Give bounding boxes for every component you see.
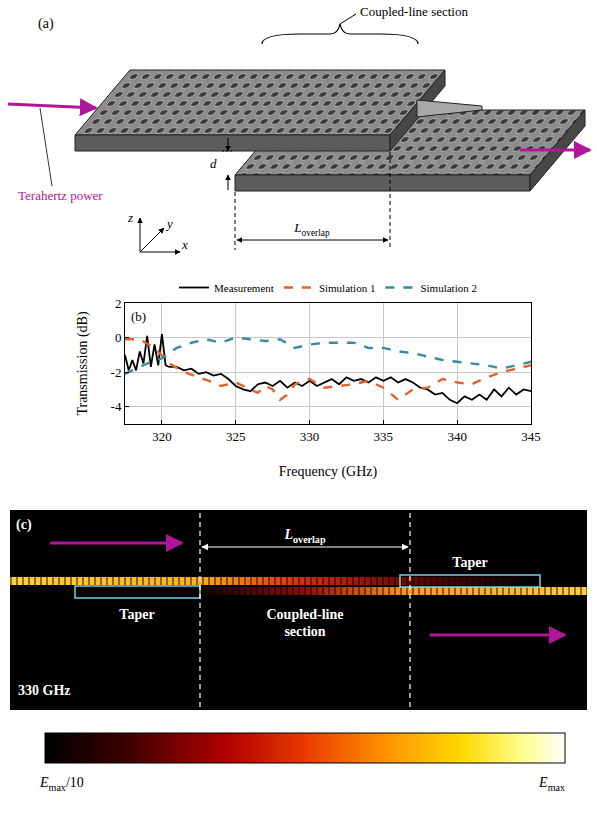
svg-text:Transmission (dB): Transmission (dB) — [75, 311, 91, 415]
svg-text:325: 325 — [226, 429, 246, 444]
svg-text:330 GHz: 330 GHz — [18, 683, 71, 698]
svg-text:Emax: Emax — [538, 775, 565, 793]
svg-text:Frequency (GHz): Frequency (GHz) — [279, 464, 378, 480]
svg-text:Simulation 2: Simulation 2 — [420, 282, 477, 294]
svg-text:320: 320 — [152, 429, 172, 444]
svg-text:Emax/10: Emax/10 — [39, 775, 84, 793]
svg-text:330: 330 — [300, 429, 320, 444]
svg-text:y: y — [165, 216, 173, 231]
svg-text:345: 345 — [521, 429, 541, 444]
svg-text:d: d — [210, 156, 217, 171]
svg-text:z: z — [127, 210, 133, 225]
svg-text:-4: -4 — [111, 399, 122, 414]
svg-text:Loverlap: Loverlap — [283, 527, 325, 545]
svg-text:335: 335 — [374, 429, 394, 444]
svg-text:340: 340 — [447, 429, 467, 444]
svg-text:(a): (a) — [38, 16, 54, 32]
svg-text:Taper: Taper — [452, 555, 487, 570]
svg-text:-2: -2 — [111, 365, 122, 380]
svg-text:Measurement: Measurement — [214, 282, 274, 294]
svg-text:Loverlap: Loverlap — [293, 220, 330, 238]
svg-text:Simulation 1: Simulation 1 — [319, 282, 376, 294]
svg-text:(b): (b) — [131, 309, 146, 324]
svg-text:2: 2 — [115, 296, 122, 311]
svg-text:Taper: Taper — [119, 607, 154, 622]
svg-text:x: x — [181, 237, 188, 252]
svg-text:(c): (c) — [16, 517, 32, 533]
svg-text:0: 0 — [115, 330, 122, 345]
svg-text:Coupled-line section: Coupled-line section — [360, 4, 468, 19]
svg-text:Terahertz power: Terahertz power — [18, 188, 103, 203]
svg-text:Coupled-linesection: Coupled-linesection — [266, 607, 343, 639]
